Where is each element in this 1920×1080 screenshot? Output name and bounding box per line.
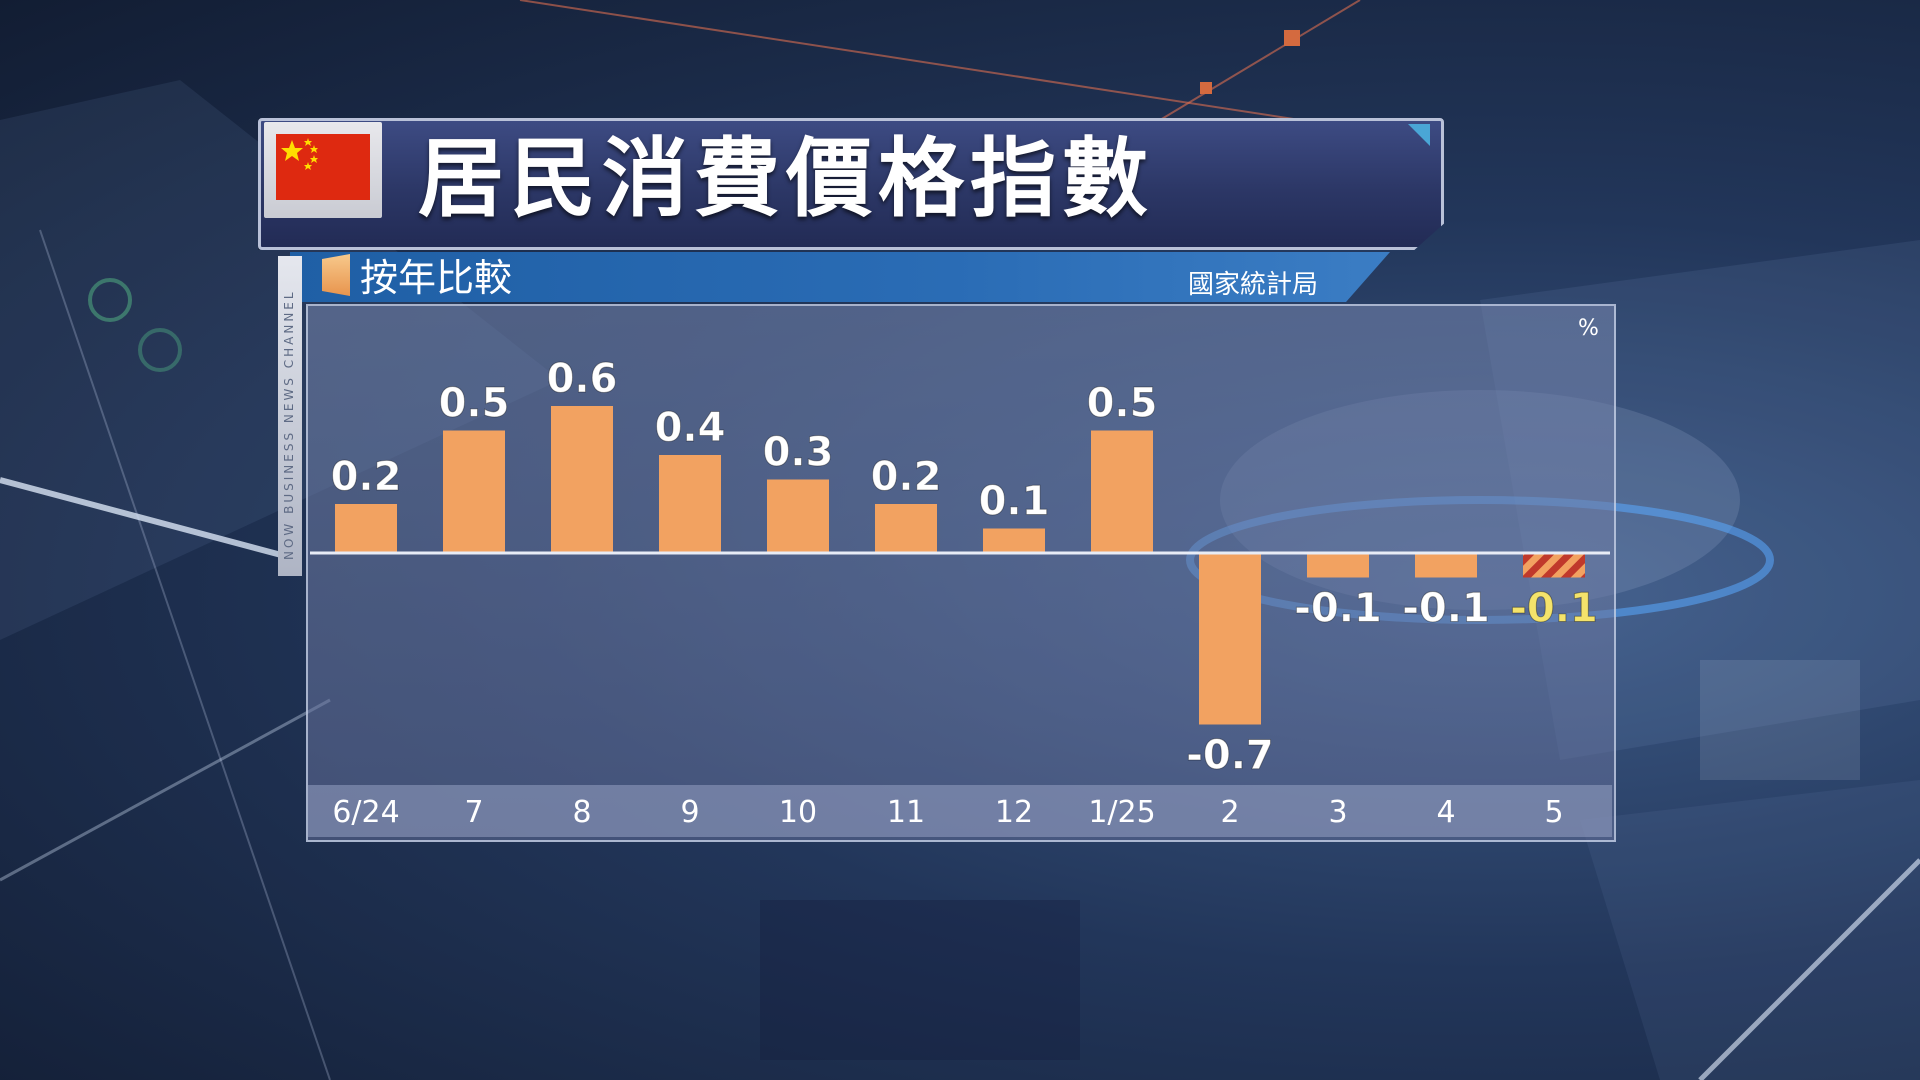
bar-6/24 — [335, 504, 397, 553]
china-flag-icon — [276, 134, 370, 200]
bar-7 — [443, 430, 505, 553]
data-source: 國家統計局 — [1188, 270, 1319, 300]
x-tick-8: 8 — [572, 795, 591, 830]
x-axis-band — [308, 785, 1612, 837]
x-tick-1/25: 1/25 — [1088, 795, 1155, 830]
subtitle-marker-icon — [322, 254, 350, 296]
bar-10 — [767, 479, 829, 553]
data-label-3: -0.1 — [1294, 586, 1381, 632]
bar-11 — [875, 504, 937, 553]
data-label-8: 0.6 — [547, 356, 618, 402]
data-label-1/25: 0.5 — [1087, 381, 1158, 427]
x-tick-5: 5 — [1544, 795, 1563, 830]
data-label-5: -0.1 — [1510, 586, 1597, 632]
bar-4 — [1415, 553, 1477, 578]
data-label-4: -0.1 — [1402, 586, 1489, 632]
bar-5 — [1523, 553, 1585, 578]
x-tick-6/24: 6/24 — [332, 795, 399, 830]
title-banner — [258, 118, 1444, 250]
data-label-2: -0.7 — [1186, 733, 1273, 779]
data-label-11: 0.2 — [871, 454, 942, 500]
x-tick-9: 9 — [680, 795, 699, 830]
page-title: 居民消費價格指數 — [418, 129, 1154, 229]
chart-subtitle: 按年比較 — [360, 256, 513, 300]
x-tick-11: 11 — [887, 795, 925, 830]
data-label-12: 0.1 — [979, 479, 1050, 525]
bar-9 — [659, 455, 721, 553]
data-label-9: 0.4 — [655, 405, 726, 451]
x-tick-4: 4 — [1436, 795, 1455, 830]
data-label-10: 0.3 — [763, 430, 834, 476]
banner-corner-mark — [1408, 124, 1430, 146]
x-tick-10: 10 — [779, 795, 817, 830]
chart-panel — [306, 304, 1616, 842]
channel-strip — [278, 256, 302, 576]
x-tick-7: 7 — [464, 795, 483, 830]
unit-label: % — [1578, 316, 1599, 341]
x-tick-2: 2 — [1220, 795, 1239, 830]
x-tick-3: 3 — [1328, 795, 1347, 830]
data-label-6/24: 0.2 — [331, 454, 402, 500]
bar-2 — [1199, 553, 1261, 725]
bar-3 — [1307, 553, 1369, 578]
bar-8 — [551, 406, 613, 553]
x-tick-12: 12 — [995, 795, 1033, 830]
bar-1/25 — [1091, 430, 1153, 553]
bar-12 — [983, 528, 1045, 553]
data-label-7: 0.5 — [439, 381, 510, 427]
subtitle-bar — [290, 252, 1390, 302]
